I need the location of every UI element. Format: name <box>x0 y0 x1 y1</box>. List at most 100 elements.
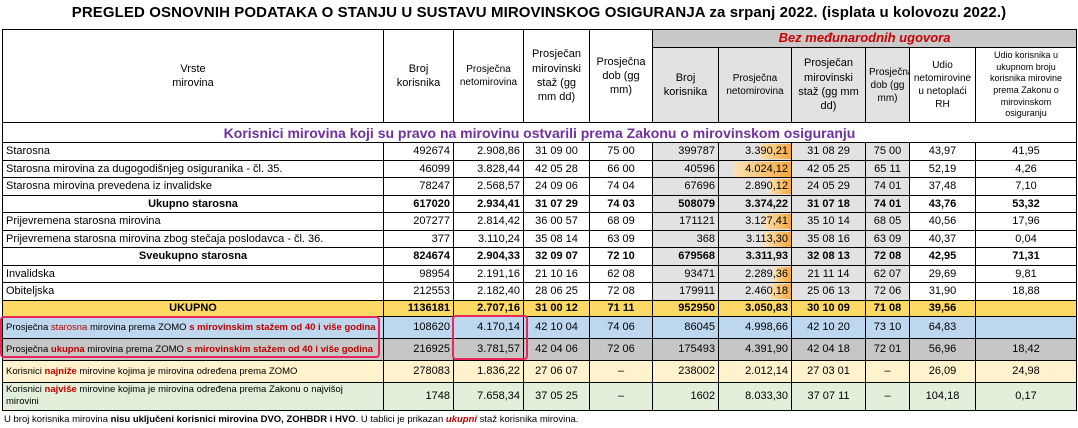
cell-broj: 207277 <box>383 212 454 231</box>
table-row: Starosna mirovina prevedena iz invalidsk… <box>2 177 1078 196</box>
cell-b-broj: 1602 <box>652 381 719 411</box>
cell-dob: 74 04 <box>589 177 653 196</box>
cell-b-neto: 3.390,21 <box>718 142 792 161</box>
cell-dob: 72 10 <box>589 247 653 266</box>
cell-b-staz: 37 07 11 <box>791 381 866 411</box>
cell-dob: 74 03 <box>589 194 653 213</box>
header-udio-rh: Udio netomirovine u netoplaći RH <box>909 47 976 123</box>
cell-neto: 2.191,16 <box>453 264 524 283</box>
header-dob: Prosječna dob (gg mm) <box>589 29 653 123</box>
cell-b-staz: 32 08 13 <box>791 247 866 266</box>
row-label: Starosna mirovina za dugogodišnjeg osigu… <box>2 159 384 178</box>
table-row: Ukupno starosna 617020 2.934,41 31 07 29 74 … <box>2 194 1078 213</box>
cell-udio-rh: 42,95 <box>909 247 976 266</box>
cell-neto: 3.110,24 <box>453 229 524 248</box>
cell-udio-k: 53,32 <box>974 194 1078 213</box>
cell-dob: 74 06 <box>589 315 653 339</box>
table-row: Invalidska 98954 2.191,16 21 10 16 62 08 9347… <box>2 264 1078 283</box>
cell-b-staz: 30 10 09 <box>791 299 866 317</box>
cell-udio-k: 9,81 <box>974 264 1078 283</box>
cell-dob: 63 09 <box>589 229 653 248</box>
cell-neto: 3.828,44 <box>453 159 524 178</box>
cell-b-broj: 179911 <box>652 282 719 301</box>
cell-b-neto: 2.012,14 <box>718 359 792 383</box>
table-row: Starosna 492674 2.908,86 31 09 00 75 00 39978… <box>2 142 1078 161</box>
row-label: Prijevremena starosna mirovina <box>2 212 384 231</box>
cell-b-staz: 35 10 14 <box>791 212 866 231</box>
row-ukupno: UKUPNO 1136181 2.707,16 31 00 12 71 11 952950… <box>2 299 1078 317</box>
cell-b-dob: 72 08 <box>865 247 910 266</box>
cell-neto: 2.707,16 <box>453 299 524 317</box>
neto-value: 3.113,30 <box>745 232 788 245</box>
cell-broj: 617020 <box>383 194 454 213</box>
cell-dob: 72 06 <box>589 337 653 361</box>
cell-b-broj: 238002 <box>652 359 719 383</box>
cell-neto: 2.908,86 <box>453 142 524 161</box>
neto-bar <box>763 214 791 229</box>
cell-b-dob: 72 06 <box>865 282 910 301</box>
cell-staz: 42 04 06 <box>523 337 590 361</box>
cell-dob: 72 08 <box>589 282 653 301</box>
cell-b-staz: 24 05 29 <box>791 177 866 196</box>
neto-bar <box>763 231 791 247</box>
header-neto: Prosječna netomirovina <box>453 29 524 123</box>
row-zomo2: Prosječna ukupna mirovina prema ZOMO s m… <box>2 337 1078 361</box>
table-row: Starosna mirovina za dugogodišnjeg osigu… <box>2 159 1078 178</box>
cell-b-neto: 3.311,93 <box>718 247 792 266</box>
cell-b-staz: 42 10 20 <box>791 315 866 339</box>
cell-neto: 2.182,40 <box>453 282 524 301</box>
cell-dob: 62 08 <box>589 264 653 283</box>
cell-b-neto: 2.289,36 <box>718 264 792 283</box>
cell-broj: 216925 <box>383 337 454 361</box>
cell-udio-rh: 37,48 <box>909 177 976 196</box>
header-vrste: Vrste mirovina <box>2 29 384 123</box>
row-label: Ukupno starosna <box>2 194 384 213</box>
cell-b-neto: 3.113,30 <box>718 229 792 248</box>
cell-staz: 35 08 14 <box>523 229 590 248</box>
cell-b-broj: 952950 <box>652 299 719 317</box>
cell-dob: 75 00 <box>589 142 653 161</box>
cell-b-dob: – <box>865 381 910 411</box>
cell-broj: 377 <box>383 229 454 248</box>
cell-neto: 7.658,34 <box>453 381 524 411</box>
cell-dob: – <box>589 381 653 411</box>
neto-bar <box>769 179 791 194</box>
neto-value: 2.890,12 <box>745 180 788 193</box>
cell-broj: 1136181 <box>383 299 454 317</box>
cell-b-broj: 508079 <box>652 194 719 213</box>
row-label: Obiteljska <box>2 282 384 301</box>
neto-value: 2.460,18 <box>745 285 788 298</box>
cell-broj: 212553 <box>383 282 454 301</box>
table-row: Sveukupno starosna 824674 2.904,33 32 09 07… <box>2 247 1078 266</box>
cell-broj: 824674 <box>383 247 454 266</box>
neto-value: 3.127,41 <box>745 215 788 228</box>
cell-b-broj: 67696 <box>652 177 719 196</box>
cell-b-dob: 68 05 <box>865 212 910 231</box>
cell-dob: – <box>589 359 653 383</box>
header-b-neto: Prosječna netomirovina <box>718 47 792 123</box>
row-label: Korisnici najniže mirovine kojima je mir… <box>2 359 384 383</box>
cell-staz: 24 09 06 <box>523 177 590 196</box>
cell-udio-rh: 104,18 <box>909 381 976 411</box>
neto-value: 4.024,12 <box>745 162 788 175</box>
cell-udio-k <box>974 315 1078 339</box>
cell-b-neto: 8.033,30 <box>718 381 792 411</box>
footnote: U broj korisnika mirovina nisu uključeni… <box>4 414 579 425</box>
cell-staz: 21 10 16 <box>523 264 590 283</box>
cell-staz: 28 06 25 <box>523 282 590 301</box>
cell-b-neto: 3.127,41 <box>718 212 792 231</box>
cell-neto: 2.568,57 <box>453 177 524 196</box>
table-row: Obiteljska 212553 2.182,40 28 06 25 72 08 179… <box>2 282 1078 301</box>
cell-b-broj: 93471 <box>652 264 719 283</box>
cell-b-staz: 42 05 25 <box>791 159 866 178</box>
cell-b-dob: – <box>865 359 910 383</box>
pension-table: Vrste mirovina Broj korisnika Prosječna n… <box>1 29 1078 411</box>
cell-neto: 1.836,22 <box>453 359 524 383</box>
cell-udio-k: 18,42 <box>974 337 1078 361</box>
neto-bar <box>773 266 791 282</box>
cell-broj: 278083 <box>383 359 454 383</box>
cell-udio-k: 18,88 <box>974 282 1078 301</box>
cell-dob: 66 00 <box>589 159 653 178</box>
cell-b-broj: 368 <box>652 229 719 248</box>
cell-b-dob: 74 01 <box>865 194 910 213</box>
